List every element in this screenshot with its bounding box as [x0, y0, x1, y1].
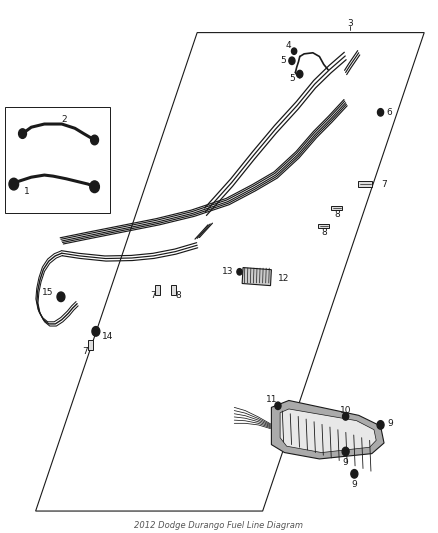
Circle shape: [237, 269, 242, 275]
Polygon shape: [280, 409, 376, 453]
Text: 13: 13: [222, 268, 233, 276]
Text: 6: 6: [387, 108, 392, 117]
Bar: [171, 285, 176, 295]
Text: 8: 8: [176, 291, 181, 300]
Text: 7: 7: [150, 291, 155, 300]
Bar: [332, 206, 343, 211]
Circle shape: [297, 70, 303, 78]
Bar: [5, 107, 110, 213]
Text: 12: 12: [278, 273, 290, 282]
Circle shape: [91, 135, 99, 145]
Text: 7: 7: [381, 180, 387, 189]
Bar: [358, 181, 372, 187]
Text: 2012 Dodge Durango Fuel Line Diagram: 2012 Dodge Durango Fuel Line Diagram: [134, 521, 304, 530]
Circle shape: [275, 402, 281, 409]
Text: 5: 5: [289, 74, 294, 83]
Circle shape: [9, 178, 18, 190]
Text: 9: 9: [343, 458, 349, 467]
Circle shape: [378, 109, 384, 116]
Circle shape: [377, 421, 384, 429]
Text: 9: 9: [351, 480, 357, 489]
Text: 8: 8: [321, 228, 327, 237]
Text: 14: 14: [102, 332, 113, 341]
Circle shape: [343, 413, 349, 420]
Circle shape: [289, 57, 295, 64]
Text: 2: 2: [61, 115, 67, 124]
Circle shape: [291, 48, 297, 54]
Text: 8: 8: [334, 210, 340, 219]
Text: 10: 10: [340, 406, 351, 415]
Bar: [318, 224, 329, 229]
Circle shape: [92, 327, 100, 336]
Circle shape: [90, 181, 99, 192]
Text: 1: 1: [24, 187, 30, 196]
Text: 3: 3: [347, 19, 353, 28]
Text: 7: 7: [82, 346, 88, 356]
Text: 9: 9: [387, 419, 393, 428]
Bar: [155, 285, 160, 295]
Circle shape: [18, 129, 26, 139]
Text: 15: 15: [42, 287, 53, 296]
Text: 4: 4: [286, 41, 292, 50]
Polygon shape: [272, 400, 384, 459]
Bar: [88, 340, 92, 350]
Circle shape: [351, 470, 358, 478]
Circle shape: [57, 292, 65, 302]
Text: 5: 5: [280, 56, 286, 65]
Text: 11: 11: [265, 395, 277, 404]
Polygon shape: [242, 268, 272, 286]
Circle shape: [342, 447, 349, 456]
